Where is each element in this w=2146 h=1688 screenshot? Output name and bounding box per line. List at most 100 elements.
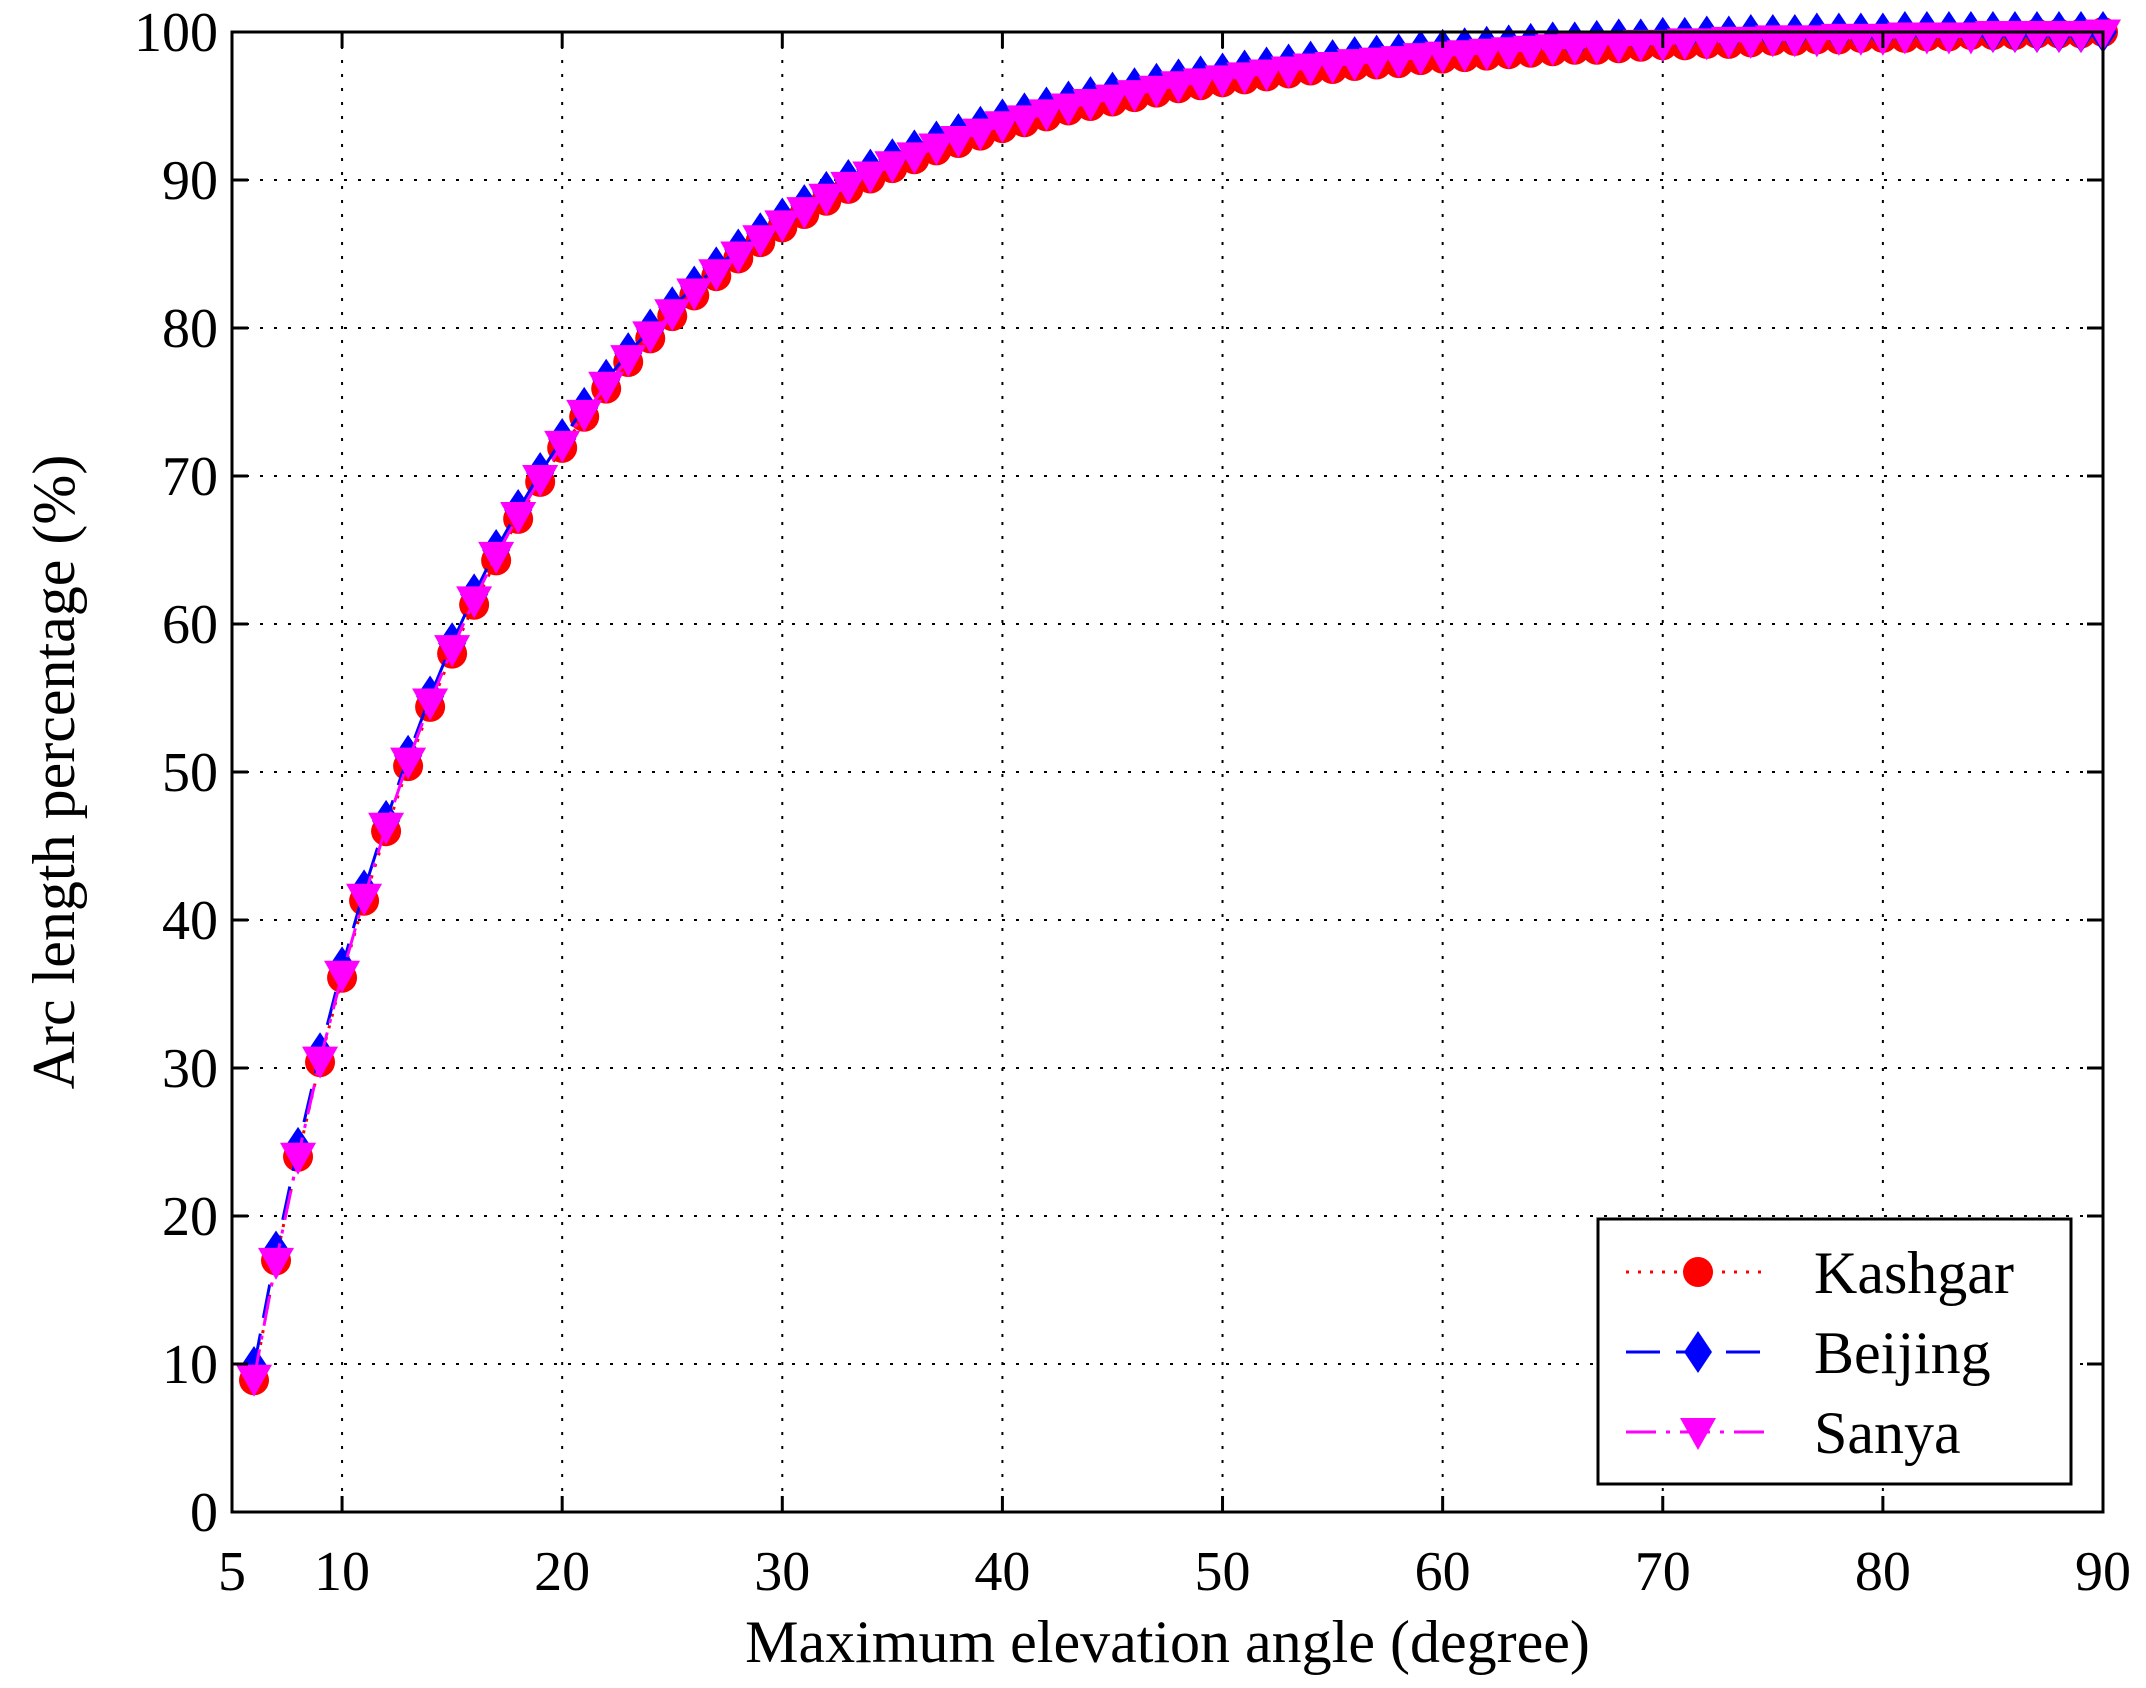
data-point-sanya-74	[1732, 26, 1769, 59]
x-tick-label-90: 90	[2075, 1541, 2131, 1603]
data-point-sanya-61	[1446, 40, 1483, 73]
data-point-sanya-38	[940, 126, 977, 159]
data-point-sanya-18	[500, 501, 537, 534]
legend-label-sanya: Sanya	[1814, 1400, 1961, 1466]
data-point-sanya-65	[1534, 34, 1571, 67]
legend-label-beijing: Beijing	[1814, 1320, 1991, 1386]
data-point-sanya-59	[1402, 43, 1439, 76]
legend-label-kashgar: Kashgar	[1814, 1240, 2014, 1306]
data-point-sanya-24	[632, 321, 669, 354]
y-tick-label-10: 10	[162, 1334, 218, 1396]
data-point-sanya-22	[588, 371, 625, 404]
legend-marker-sanya	[1680, 1418, 1716, 1450]
x-axis-title: Maximum elevation angle (degree)	[745, 1609, 1590, 1675]
x-tick-label-50: 50	[1195, 1541, 1251, 1603]
data-point-sanya-72	[1688, 28, 1725, 61]
data-point-sanya-55	[1314, 52, 1351, 85]
data-point-sanya-7	[258, 1247, 295, 1280]
data-point-sanya-43	[1050, 93, 1087, 126]
data-point-sanya-39	[962, 118, 999, 151]
data-point-sanya-36	[896, 142, 933, 175]
data-point-sanya-34	[852, 161, 889, 194]
data-point-sanya-42	[1028, 99, 1065, 132]
legend-marker-beijing	[1684, 1331, 1712, 1373]
x-tick-label-30: 30	[754, 1541, 810, 1603]
data-point-sanya-29	[742, 225, 779, 258]
data-point-sanya-84	[1952, 22, 1989, 55]
data-point-sanya-37	[918, 133, 955, 166]
data-point-sanya-48	[1160, 71, 1197, 104]
y-tick-label-80: 80	[162, 298, 218, 360]
data-point-sanya-20	[544, 430, 581, 463]
data-point-sanya-25	[654, 299, 691, 332]
data-point-sanya-12	[368, 812, 405, 845]
y-tick-label-20: 20	[162, 1186, 218, 1248]
data-point-sanya-41	[1006, 105, 1043, 138]
y-tick-label-70: 70	[162, 446, 218, 508]
data-point-sanya-54	[1292, 53, 1329, 86]
data-point-sanya-28	[720, 241, 757, 274]
legend-item-beijing: Beijing	[1626, 1320, 1991, 1386]
data-point-sanya-11	[346, 883, 383, 916]
data-point-sanya-64	[1512, 35, 1549, 68]
data-point-sanya-47	[1138, 75, 1175, 108]
data-point-sanya-51	[1226, 62, 1263, 95]
x-tick-labels: 5 10 20 30 40 50 60 70 80 90	[218, 1541, 2131, 1603]
data-point-sanya-21	[566, 399, 603, 432]
data-point-sanya-68	[1600, 31, 1637, 64]
data-point-sanya-58	[1380, 46, 1417, 79]
data-point-sanya-27	[698, 259, 735, 292]
y-tick-label-50: 50	[162, 742, 218, 804]
data-point-sanya-13	[390, 747, 427, 780]
data-point-sanya-40	[984, 111, 1021, 144]
data-point-sanya-23	[610, 345, 647, 378]
y-tick-label-100: 100	[134, 2, 218, 64]
x-tick-label-70: 70	[1635, 1541, 1691, 1603]
data-point-sanya-44	[1072, 89, 1109, 122]
data-point-sanya-30	[764, 210, 801, 243]
data-point-sanya-10	[324, 960, 361, 993]
data-point-sanya-50	[1204, 65, 1241, 98]
x-tick-label-80: 80	[1855, 1541, 1911, 1603]
y-tick-label-40: 40	[162, 890, 218, 952]
data-point-sanya-46	[1116, 80, 1153, 113]
x-tick-label-40: 40	[974, 1541, 1030, 1603]
y-tick-label-30: 30	[162, 1038, 218, 1100]
x-tick-label-10: 10	[314, 1541, 370, 1603]
data-point-sanya-60	[1424, 41, 1461, 74]
y-tick-labels: 0 10 20 30 40 50 60 70 80 90 100	[134, 2, 218, 1544]
y-tick-label-60: 60	[162, 594, 218, 656]
data-point-sanya-89	[2062, 20, 2099, 53]
data-point-sanya-62	[1468, 38, 1505, 71]
data-point-sanya-63	[1490, 37, 1527, 70]
x-tick-label-60: 60	[1415, 1541, 1471, 1603]
data-point-sanya-19	[522, 464, 559, 497]
data-point-sanya-15	[434, 635, 471, 668]
data-point-sanya-17	[478, 541, 515, 574]
legend-item-sanya: Sanya	[1626, 1400, 1961, 1466]
data-point-sanya-52	[1248, 59, 1285, 92]
data-point-sanya-16	[456, 586, 493, 619]
data-point-sanya-57	[1358, 47, 1395, 80]
data-point-sanya-8	[280, 1142, 317, 1175]
y-tick-label-90: 90	[162, 150, 218, 212]
data-point-sanya-6	[236, 1364, 273, 1397]
x-tick-label-5: 5	[218, 1541, 246, 1603]
data-point-sanya-26	[676, 278, 713, 311]
legend: Kashgar Beijing Sanya	[1596, 1217, 2073, 1486]
legend-item-kashgar: Kashgar	[1626, 1240, 2014, 1306]
data-point-sanya-9	[302, 1046, 339, 1079]
data-point-sanya-56	[1336, 49, 1373, 82]
y-tick-label-0: 0	[190, 1482, 218, 1544]
data-point-sanya-53	[1270, 56, 1307, 89]
data-point-sanya-67	[1578, 32, 1615, 65]
data-point-sanya-31	[786, 197, 823, 230]
data-point-sanya-14	[412, 688, 449, 721]
data-point-sanya-33	[830, 171, 867, 204]
legend-marker-kashgar	[1683, 1257, 1713, 1287]
x-tick-label-20: 20	[534, 1541, 590, 1603]
data-point-sanya-45	[1094, 84, 1131, 117]
y-axis-title: Arc length percentage (%)	[21, 455, 87, 1090]
data-point-sanya-32	[808, 183, 845, 216]
